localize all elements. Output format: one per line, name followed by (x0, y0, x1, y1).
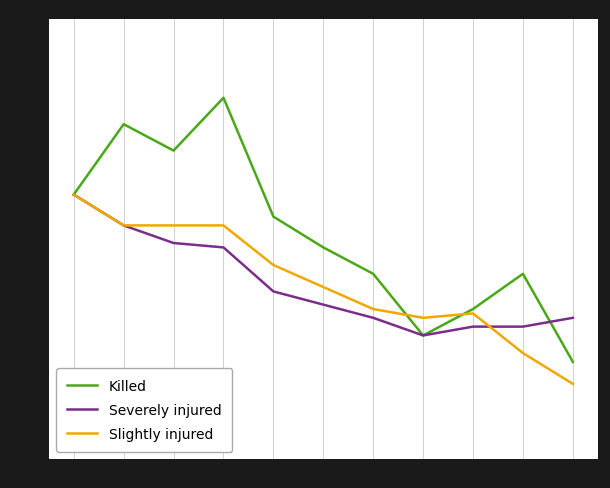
Severely injured (420, 333, 427, 339)
Killed (120, 122, 127, 128)
Killed (420, 333, 427, 339)
Slightly injured (420, 315, 427, 321)
Killed (220, 96, 227, 102)
Killed (270, 214, 277, 220)
Severely injured (370, 315, 377, 321)
Slightly injured (370, 306, 377, 312)
Severely injured (469, 324, 476, 330)
Severely injured (120, 223, 127, 229)
Slightly injured (320, 285, 327, 290)
Slightly injured (170, 223, 178, 229)
Legend: Killed, Severely injured, Slightly injured: Killed, Severely injured, Slightly injur… (56, 368, 232, 452)
Killed (519, 271, 526, 277)
Severely injured (70, 192, 77, 198)
Severely injured (320, 302, 327, 308)
Slightly injured (270, 263, 277, 268)
Severely injured (220, 245, 227, 251)
Slightly injured (519, 350, 526, 356)
Slightly injured (220, 223, 227, 229)
Killed (370, 271, 377, 277)
Killed (469, 306, 476, 312)
Line: Severely injured: Severely injured (74, 195, 573, 336)
Killed (569, 359, 576, 365)
Line: Slightly injured: Slightly injured (74, 195, 573, 384)
Severely injured (270, 289, 277, 295)
Killed (170, 148, 178, 154)
Slightly injured (569, 381, 576, 387)
Slightly injured (70, 192, 77, 198)
Slightly injured (120, 223, 127, 229)
Slightly injured (469, 311, 476, 317)
Severely injured (569, 315, 576, 321)
Severely injured (170, 241, 178, 246)
Line: Killed: Killed (74, 99, 573, 362)
Killed (70, 192, 77, 198)
Killed (320, 245, 327, 251)
Severely injured (519, 324, 526, 330)
